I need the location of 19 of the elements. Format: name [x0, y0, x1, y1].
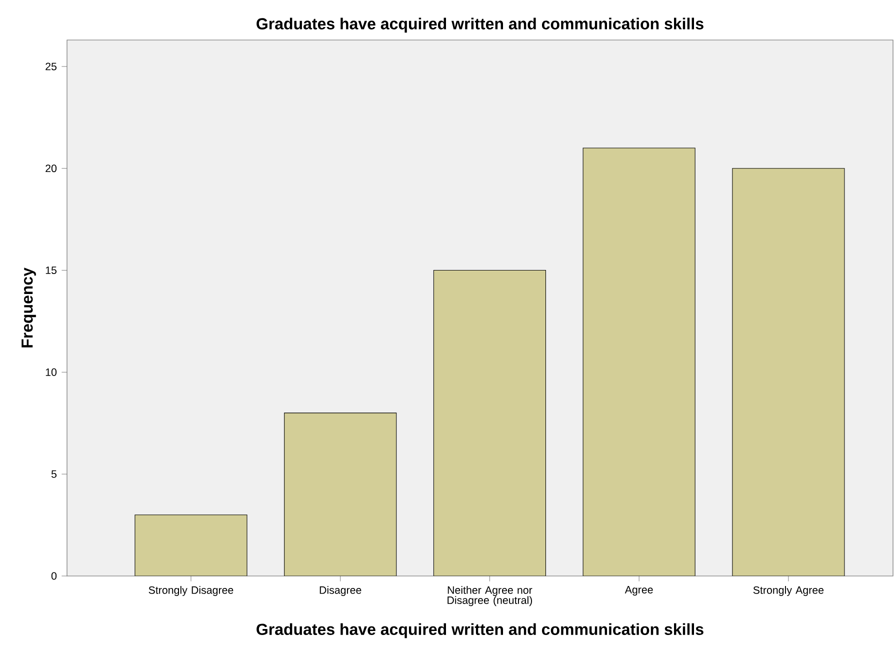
x-tick-label: Strongly Agree [753, 586, 824, 596]
chart-title: Graduates have acquired written and communication skills [256, 18, 704, 33]
x-tick-label: Agree [624, 586, 653, 596]
bar [732, 168, 845, 576]
y-tick-label: 10 [46, 368, 57, 376]
x-tick-label: Neither Agree nor Disagree (neutral) [448, 586, 532, 606]
x-tick-label: Disagree [320, 586, 362, 596]
x-axis-title: Graduates have acquired written and communication skills [256, 623, 704, 638]
y-tick-label: 5 [51, 470, 57, 478]
x-tick-label: Strongly Disagree [148, 586, 234, 596]
bar [134, 514, 248, 576]
bar [284, 412, 397, 576]
y-tick-label: 0 [51, 572, 57, 580]
y-tick-label: 20 [46, 164, 57, 172]
bar [583, 148, 696, 576]
bar [433, 270, 546, 576]
y-axis-title: Frequency [22, 268, 36, 348]
y-tick-label: 15 [46, 266, 57, 274]
y-tick-label: 25 [46, 62, 57, 70]
